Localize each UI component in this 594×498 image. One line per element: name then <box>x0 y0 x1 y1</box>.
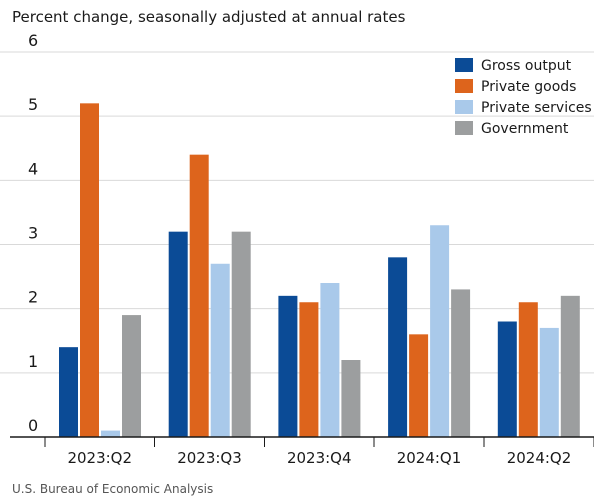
bar-government-2024q2 <box>560 295 580 437</box>
bar-gross-output-2023q4 <box>278 295 298 437</box>
y-tick-label: 0 <box>28 416 38 435</box>
bars <box>59 103 580 437</box>
legend-label: Government <box>481 121 569 137</box>
legend-label: Private services <box>481 100 592 116</box>
bar-gross-output-2024q2 <box>497 321 517 437</box>
legend-swatch <box>455 58 473 72</box>
y-tick-label: 5 <box>28 95 38 114</box>
bar-government-2023q3 <box>231 231 251 437</box>
bar-gross-output-2024q1 <box>388 257 408 437</box>
y-tick-label: 4 <box>28 159 38 178</box>
y-axis-ticks: 0 1 2 3 4 5 6 <box>28 31 38 435</box>
bar-gross-output-2023q3 <box>168 231 188 437</box>
x-tick-label: 2023:Q3 <box>177 449 242 467</box>
bar-private-services-2024q2 <box>539 327 559 437</box>
chart-subtitle: Percent change, seasonally adjusted at a… <box>12 8 406 26</box>
y-tick-label: 3 <box>28 224 38 243</box>
bar-private-goods-2023q2 <box>80 103 99 437</box>
legend-swatch <box>455 100 473 114</box>
bar-government-2023q4 <box>341 360 361 437</box>
bar-government-2024q1 <box>451 289 471 437</box>
bar-private-goods-2023q4 <box>299 302 319 437</box>
legend: Gross output Private goods Private service… <box>455 58 592 137</box>
legend-swatch <box>455 79 473 93</box>
bar-private-goods-2024q2 <box>518 302 538 437</box>
bar-private-services-2023q3 <box>210 263 230 437</box>
x-tick-label: 2024:Q2 <box>507 449 572 467</box>
x-tick-label: 2024:Q1 <box>397 449 462 467</box>
bar-private-services-2023q4 <box>320 283 340 437</box>
source-note: U.S. Bureau of Economic Analysis <box>12 482 213 496</box>
legend-label: Gross output <box>481 58 572 74</box>
y-tick-label: 6 <box>28 31 38 50</box>
bar-private-services-2024q1 <box>430 225 450 437</box>
legend-label: Private goods <box>481 79 576 95</box>
bar-gross-output-2023q2 <box>59 347 78 437</box>
y-tick-label: 2 <box>28 288 38 307</box>
x-tick-label: 2023:Q4 <box>287 449 352 467</box>
x-axis: 2023:Q2 2023:Q3 2023:Q4 2024:Q1 2024:Q2 <box>10 436 594 467</box>
bar-government-2023q2 <box>122 315 141 437</box>
x-tick-label: 2023:Q2 <box>67 449 132 467</box>
bar-private-goods-2023q3 <box>189 154 209 437</box>
bar-private-goods-2024q1 <box>409 334 429 437</box>
bar-private-services-2023q2 <box>101 430 120 437</box>
legend-swatch <box>455 121 473 135</box>
y-tick-label: 1 <box>28 352 38 371</box>
